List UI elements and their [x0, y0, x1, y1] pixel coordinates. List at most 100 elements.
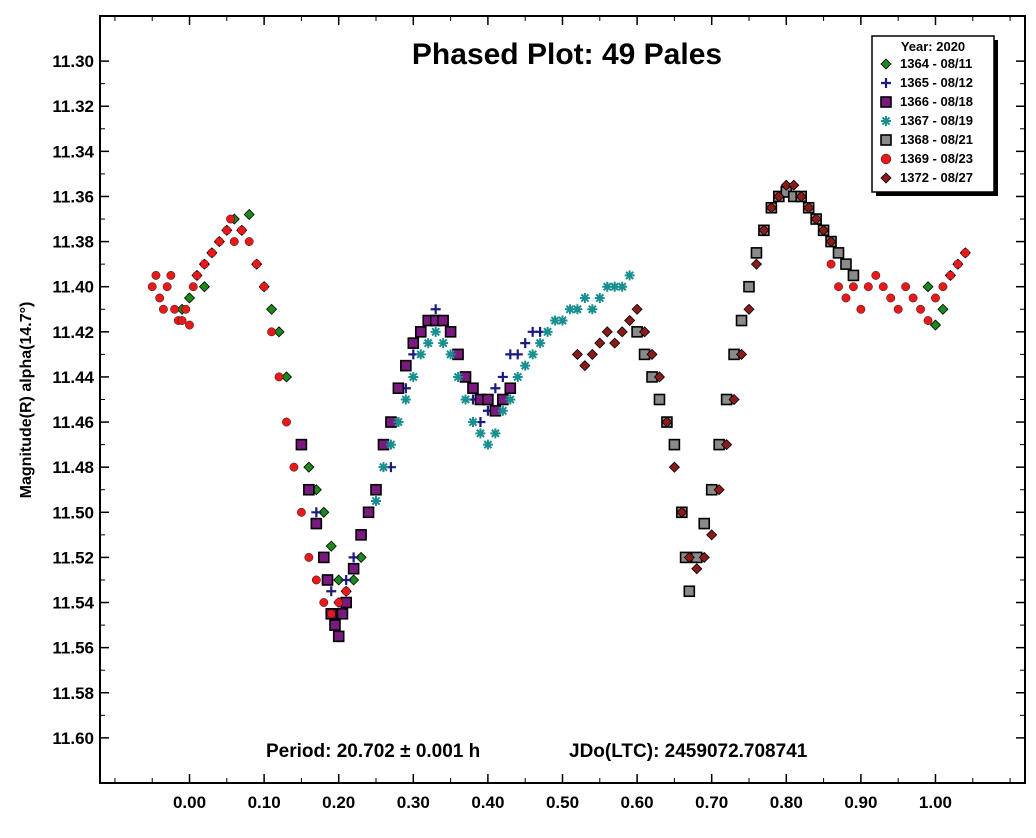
data-point	[162, 282, 172, 292]
data-point	[661, 416, 673, 428]
data-points	[147, 179, 971, 643]
data-point	[698, 517, 711, 530]
data-point	[267, 327, 276, 337]
data-point	[370, 483, 382, 496]
data-point	[151, 271, 161, 280]
data-point	[617, 281, 628, 292]
data-point	[564, 304, 575, 315]
data-point	[185, 320, 194, 330]
x-axis: 0.00 0.10 0.20 0.30 0.40 0.50 0.60 0.70 0.80 0.90…	[114, 16, 1011, 812]
y-tick-label: 11.48	[52, 458, 94, 477]
data-point	[587, 304, 598, 315]
data-point	[698, 551, 710, 563]
data-point	[207, 248, 217, 258]
chart-title: Phased Plot: 49 Pales	[412, 38, 722, 71]
data-point	[252, 259, 262, 269]
data-point	[273, 326, 285, 338]
data-point	[624, 314, 636, 327]
y-tick-label: 11.56	[52, 639, 94, 658]
data-point	[601, 326, 613, 338]
data-point	[497, 371, 508, 382]
data-point	[325, 540, 337, 552]
data-point	[609, 281, 620, 292]
legend-marker	[880, 96, 892, 108]
data-point	[460, 394, 471, 405]
data-point	[571, 348, 583, 360]
data-point	[602, 281, 613, 292]
x-tick-label: 0.80	[770, 793, 803, 812]
data-point	[758, 224, 770, 236]
data-point	[332, 630, 345, 643]
data-point	[818, 224, 830, 236]
data-point	[341, 574, 352, 585]
data-point	[289, 462, 299, 472]
legend-marker	[880, 172, 892, 184]
data-point	[259, 282, 269, 292]
y-tick-label: 11.44	[52, 368, 94, 387]
data-point	[624, 270, 635, 281]
data-point	[512, 349, 523, 360]
data-point	[856, 304, 866, 314]
data-point	[159, 304, 168, 314]
epoch-label: JDo(LTC): 2459072.708741	[569, 741, 808, 762]
series-1368	[631, 186, 860, 598]
data-point	[414, 326, 427, 338]
data-point	[922, 281, 934, 293]
data-point	[318, 506, 330, 518]
data-point	[594, 337, 606, 349]
x-tick-label: 0.60	[621, 793, 654, 812]
data-point	[550, 315, 561, 326]
data-point	[319, 598, 329, 607]
legend-label: 1365 - 08/12	[900, 75, 973, 90]
data-point	[863, 282, 873, 292]
data-point	[229, 237, 239, 246]
data-point	[147, 282, 157, 292]
data-point	[295, 438, 308, 451]
data-point	[557, 315, 568, 326]
data-point	[938, 282, 948, 292]
x-tick-label: 0.70	[695, 793, 728, 812]
data-point	[311, 575, 321, 585]
data-point	[931, 293, 940, 303]
data-point	[192, 271, 202, 280]
data-point	[946, 271, 955, 280]
data-point	[444, 326, 457, 338]
data-point	[916, 304, 925, 314]
data-point	[638, 326, 651, 338]
data-point	[355, 529, 367, 541]
data-point	[832, 247, 845, 259]
data-point	[355, 551, 367, 563]
data-point	[348, 574, 360, 586]
data-point	[653, 393, 666, 406]
data-point	[803, 202, 815, 214]
data-point	[765, 202, 777, 214]
data-point	[825, 236, 837, 248]
data-point	[594, 292, 605, 303]
y-tick-label: 11.42	[52, 323, 94, 342]
y-tick-label: 11.30	[52, 52, 94, 71]
data-point	[631, 303, 643, 315]
data-point	[188, 282, 198, 292]
data-point	[385, 439, 396, 450]
data-point	[653, 371, 666, 383]
data-point	[497, 405, 508, 416]
data-point	[317, 551, 330, 564]
data-point	[445, 349, 456, 360]
x-tick-label: 0.50	[546, 793, 579, 812]
data-point	[683, 551, 695, 563]
data-point	[773, 190, 785, 203]
data-point	[676, 506, 688, 518]
x-tick-label: 0.40	[471, 793, 504, 812]
data-point	[535, 338, 546, 349]
data-point	[841, 293, 851, 303]
data-point	[371, 496, 382, 507]
data-point	[237, 225, 247, 235]
data-point	[795, 190, 807, 203]
data-point	[728, 393, 740, 406]
legend-marker	[881, 78, 891, 88]
y-tick-label: 11.50	[52, 503, 94, 522]
data-point	[467, 417, 478, 428]
data-point	[181, 304, 191, 314]
y-tick-label: 11.34	[52, 142, 94, 161]
x-tick-label: 1.00	[919, 793, 952, 812]
